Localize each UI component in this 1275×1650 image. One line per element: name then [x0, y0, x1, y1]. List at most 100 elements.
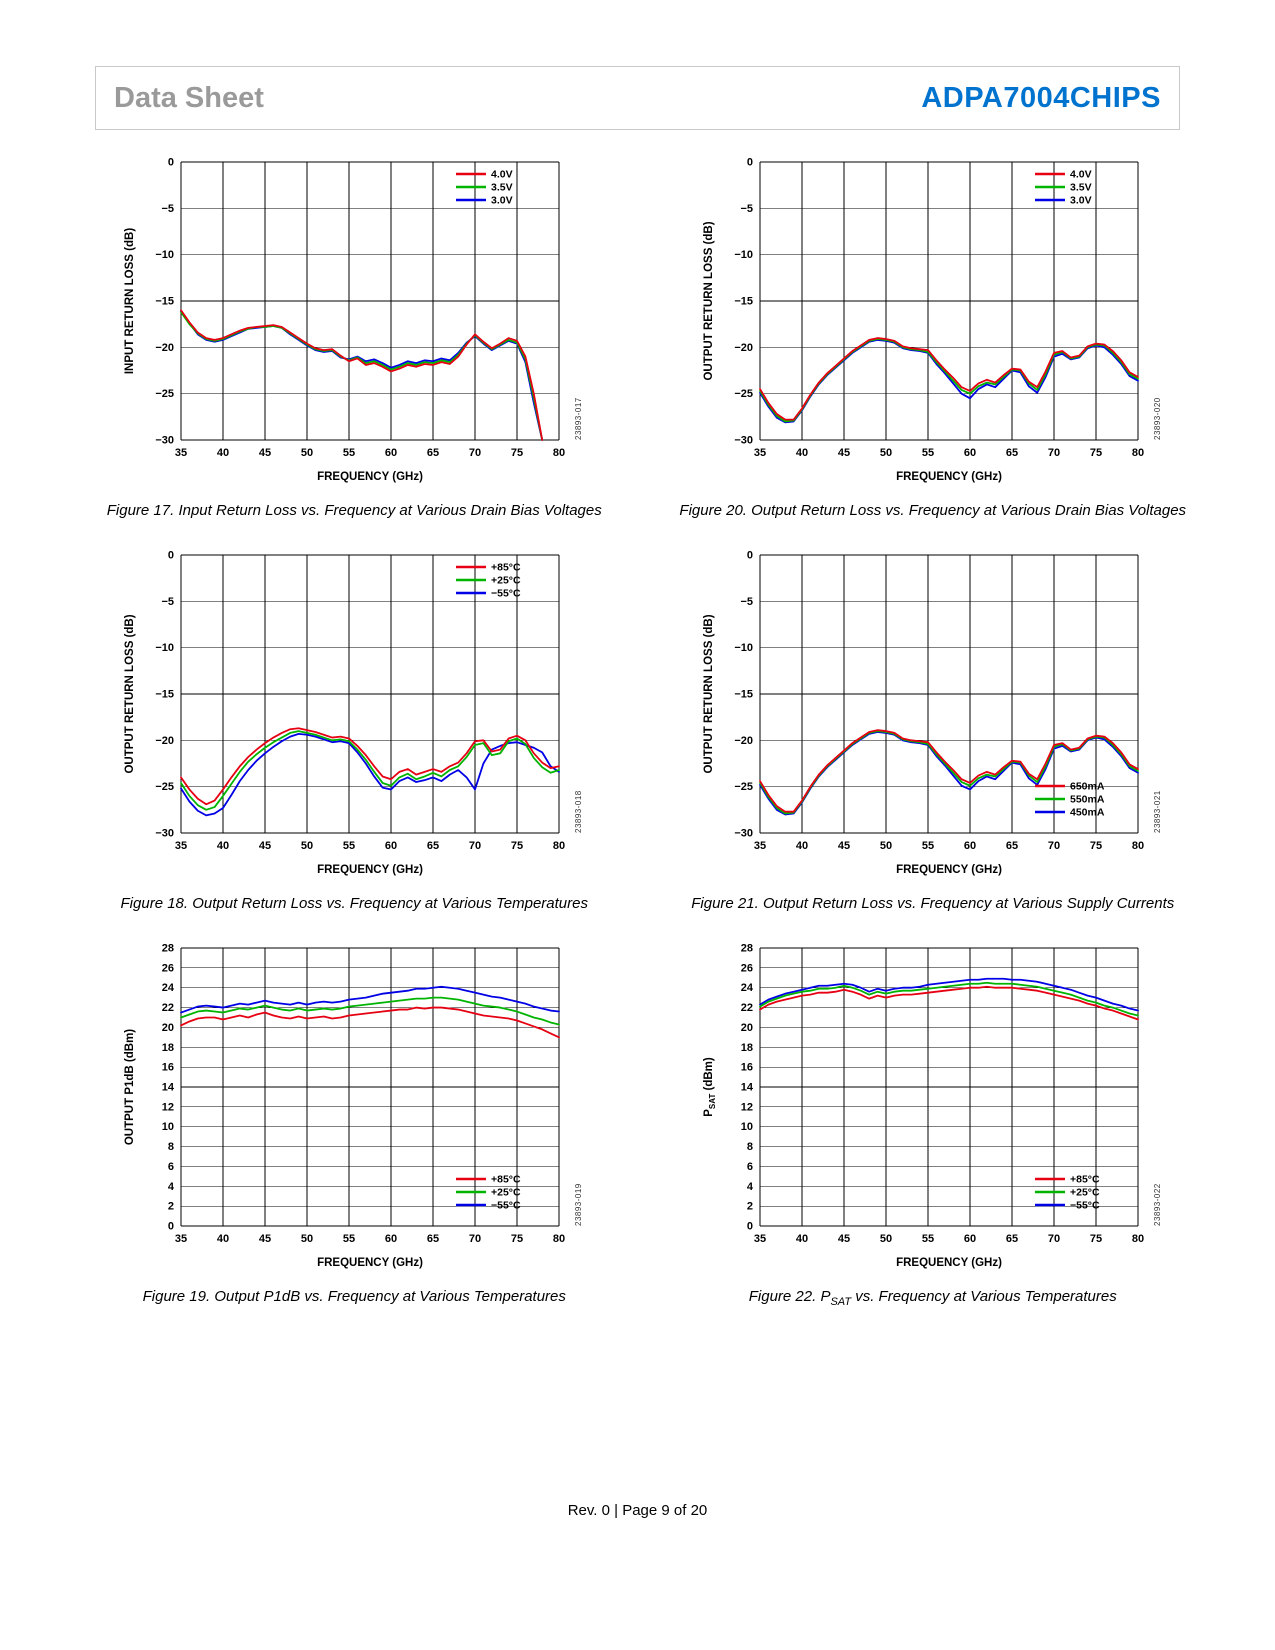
chart-svg-23893-020: 35 40 45 50 55 60 65 70 75 80 −30 −25 −20 −15 −10 −5 0 FR…	[703, 157, 1162, 484]
figure-20-caption: Figure 20. Output Return Loss vs. Freque…	[679, 502, 1186, 523]
x-tick-label: 80	[1132, 1233, 1144, 1245]
x-axis-title: FREQUENCY (GHz)	[896, 864, 1002, 876]
legend-label-+85°C: +85°C	[1070, 1174, 1100, 1186]
x-tick-label: 55	[343, 1233, 355, 1245]
x-tick-label: 70	[1048, 1233, 1060, 1245]
y-tick-label: 0	[168, 1221, 174, 1233]
y-tick-label: −5	[162, 596, 175, 608]
y-tick-label: 24	[741, 983, 754, 995]
y-axis-title: OUTPUT RETURN LOSS (dB)	[703, 221, 715, 380]
x-tick-label: 75	[1090, 1233, 1102, 1245]
y-tick-label: −30	[156, 435, 175, 447]
charts-grid: 35 40 45 50 55 60 65 70 75 80 −30 −25 −20 −15 −10 −5 0 FR…	[100, 148, 1187, 1310]
figure-id-label: 23893-020	[1153, 397, 1162, 440]
x-tick-label: 40	[217, 447, 229, 459]
y-axis-title: OUTPUT RETURN LOSS (dB)	[124, 614, 136, 773]
x-tick-label: 55	[343, 447, 355, 459]
series-line-4.0V	[758, 337, 1139, 421]
x-tick-label: 70	[469, 447, 481, 459]
series-line-−55°C	[180, 733, 561, 817]
y-tick-label: −20	[156, 735, 175, 747]
x-tick-label: 80	[1132, 840, 1144, 852]
y-tick-label: −25	[734, 388, 753, 400]
y-tick-label: −30	[734, 828, 753, 840]
caption-text: Figure 19. Output P1dB vs. Frequency at …	[142, 1288, 566, 1306]
caption-text-post: vs. Frequency at Various Temperatures	[851, 1288, 1117, 1306]
caption-text: Figure 18. Output Return Loss vs. Freque…	[120, 895, 588, 913]
y-tick-label: −5	[162, 203, 175, 215]
figure-18-output-return-loss-temperatures: 35 40 45 50 55 60 65 70 75 80 −30 −25 −20 −15 −10 −5 0 FR…	[100, 541, 609, 916]
figure-22-psat: 35 40 45 50 55 60 65 70 75 80 0 2 4 6 8 10 12 14 16 18 20 22 2…	[679, 934, 1188, 1309]
y-tick-label: 0	[747, 550, 753, 562]
x-tick-label: 80	[553, 840, 565, 852]
caption-text: Figure 20. Output Return Loss vs. Freque…	[679, 502, 1187, 519]
x-tick-label: 50	[301, 447, 313, 459]
legend-label-4.0V: 4.0V	[491, 169, 513, 181]
series-line-+25°C	[180, 730, 561, 811]
y-tick-label: −25	[156, 781, 175, 793]
series-line-+25°C	[758, 982, 1139, 1017]
caption-subscript: SAT	[830, 1296, 852, 1309]
y-tick-label: 16	[741, 1062, 753, 1074]
chart-output-return-loss-vs-frequency-currents: 35 40 45 50 55 60 65 70 75 80 −30 −25 −20 −15 −10 −5 0 FR…	[700, 541, 1166, 881]
y-tick-label: −20	[734, 342, 753, 354]
x-tick-label: 50	[301, 840, 313, 852]
x-tick-label: 45	[838, 447, 850, 459]
x-tick-label: 65	[1006, 840, 1018, 852]
x-tick-label: 75	[511, 1233, 523, 1245]
figure-id-label: 23893-017	[574, 397, 583, 440]
y-tick-label: 0	[168, 550, 174, 562]
y-tick-label: −20	[156, 342, 175, 354]
x-tick-label: 35	[754, 840, 766, 852]
y-tick-label: 28	[741, 943, 753, 955]
chart-psat-vs-frequency: 35 40 45 50 55 60 65 70 75 80 0 2 4 6 8 10 12 14 16 18 20 22 2…	[700, 934, 1166, 1274]
x-tick-label: 50	[301, 1233, 313, 1245]
x-tick-label: 60	[385, 447, 397, 459]
figure-19-caption: Figure 19. Output P1dB vs. Frequency at …	[143, 1288, 566, 1309]
legend-label-3.0V: 3.0V	[491, 195, 513, 207]
x-tick-label: 40	[217, 840, 229, 852]
x-tick-label: 45	[259, 840, 271, 852]
part-number: ADPA7004CHIPS	[921, 81, 1161, 114]
y-tick-label: −30	[734, 435, 753, 447]
x-tick-label: 75	[1090, 447, 1102, 459]
x-tick-label: 65	[427, 447, 439, 459]
y-tick-label: 20	[162, 1022, 174, 1034]
chart-output-return-loss-vs-frequency-voltages: 35 40 45 50 55 60 65 70 75 80 −30 −25 −20 −15 −10 −5 0 FR…	[700, 148, 1166, 488]
y-tick-label: 2	[747, 1201, 753, 1213]
y-tick-label: 6	[168, 1161, 174, 1173]
y-tick-label: −5	[740, 203, 753, 215]
legend-label-+25°C: +25°C	[491, 1187, 521, 1199]
figure-17-caption: Figure 17. Input Return Loss vs. Frequen…	[107, 502, 602, 523]
figure-id-label: 23893-018	[574, 790, 583, 833]
page-header: Data Sheet ADPA7004CHIPS	[95, 66, 1180, 130]
x-tick-label: 40	[796, 840, 808, 852]
figure-20-output-return-loss-voltages: 35 40 45 50 55 60 65 70 75 80 −30 −25 −20 −15 −10 −5 0 FR…	[679, 148, 1188, 523]
y-tick-label: −15	[156, 689, 175, 701]
legend-label-+85°C: +85°C	[491, 562, 521, 574]
chart-output-p1db-vs-frequency: 35 40 45 50 55 60 65 70 75 80 0 2 4 6 8 10 12 14 16 18 20 22 2…	[121, 934, 587, 1274]
x-tick-label: 55	[343, 840, 355, 852]
x-tick-label: 50	[880, 840, 892, 852]
y-tick-label: 14	[162, 1082, 175, 1094]
x-tick-label: 70	[469, 840, 481, 852]
legend-label-3.5V: 3.5V	[491, 182, 513, 194]
legend-label-650mA: 650mA	[1070, 781, 1105, 793]
x-tick-label: 65	[427, 1233, 439, 1245]
y-axis-title: OUTPUT RETURN LOSS (dB)	[703, 614, 715, 773]
footer-text: Rev. 0 | Page 9 of 20	[567, 1502, 708, 1519]
x-tick-label: 60	[964, 447, 976, 459]
y-tick-label: −5	[740, 596, 753, 608]
figure-id-label: 23893-019	[574, 1184, 583, 1227]
series-line-3.5V	[758, 338, 1139, 423]
caption-text: Figure 17. Input Return Loss vs. Frequen…	[106, 502, 602, 519]
chart-svg-23893-022: 35 40 45 50 55 60 65 70 75 8002468101214161820222…	[703, 943, 1162, 1270]
x-tick-label: 75	[511, 447, 523, 459]
series-line-+85°C	[180, 1007, 561, 1039]
x-tick-label: 60	[385, 1233, 397, 1245]
figure-21-caption: Figure 21. Output Return Loss vs. Freque…	[691, 895, 1174, 916]
series-line-3.0V	[180, 310, 544, 441]
x-tick-label: 65	[1006, 1233, 1018, 1245]
x-tick-label: 45	[838, 1233, 850, 1245]
